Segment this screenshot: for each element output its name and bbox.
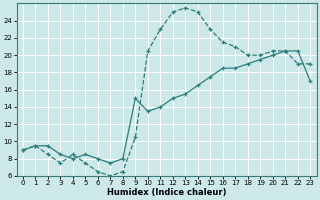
X-axis label: Humidex (Indice chaleur): Humidex (Indice chaleur) [107,188,226,197]
